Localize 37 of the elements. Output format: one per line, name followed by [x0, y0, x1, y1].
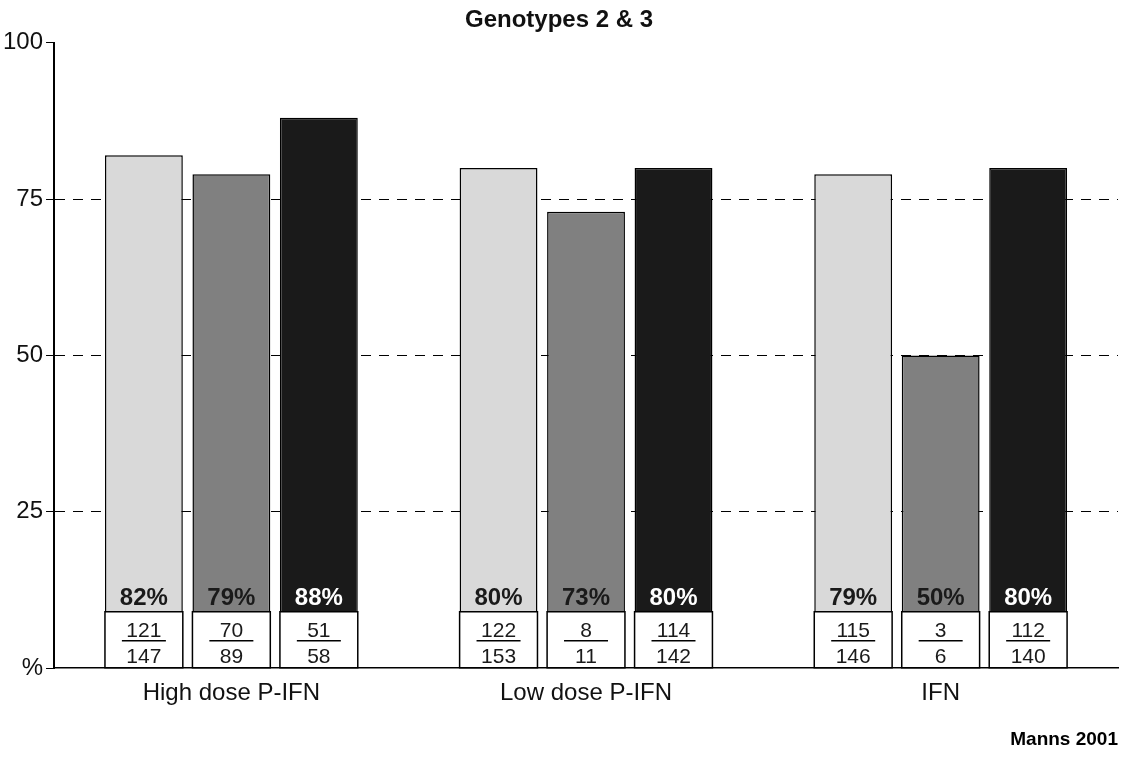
- annotation: 89: [219, 643, 244, 667]
- data-label: 82%: [119, 582, 168, 610]
- x-tick-label: IFN: [921, 678, 961, 706]
- annotation: 114: [656, 617, 691, 641]
- annotation: 147: [126, 643, 162, 667]
- data-label: 80%: [649, 582, 698, 610]
- y-tick-label: 75: [16, 183, 44, 211]
- y-tick-label: 50: [16, 340, 44, 368]
- y-tick-label: 100: [3, 27, 44, 55]
- annotation: 153: [481, 643, 517, 667]
- chart-title: Genotypes 2 & 3: [464, 5, 654, 33]
- annotation: 115: [836, 617, 870, 641]
- data-label: 80%: [474, 582, 523, 610]
- annotation: 8: [580, 617, 592, 641]
- annotation: 140: [1010, 643, 1046, 667]
- y-tick-label: %: [21, 652, 44, 680]
- data-label: 80%: [1004, 582, 1053, 610]
- data-label: 50%: [916, 582, 965, 610]
- annotation: 70: [219, 617, 244, 641]
- annotation: 121: [126, 617, 162, 641]
- x-tick-label: High dose P-IFN: [142, 678, 321, 706]
- annotation: 112: [1011, 617, 1045, 641]
- annotation: 3: [934, 617, 947, 641]
- annotation: 51: [307, 617, 331, 641]
- data-label: 88%: [294, 582, 343, 610]
- x-tick-label: Low dose P-IFN: [499, 678, 673, 706]
- y-tick-label: 25: [16, 496, 44, 524]
- annotation: 6: [934, 643, 947, 667]
- annotation: 122: [481, 617, 517, 641]
- annotation: 11: [575, 643, 597, 667]
- annotation: 58: [307, 643, 331, 667]
- data-label: 79%: [207, 582, 256, 610]
- text: Manns 2001: [1010, 728, 1119, 749]
- data-label: 79%: [829, 582, 878, 610]
- data-label: 73%: [562, 582, 611, 610]
- annotation: 146: [835, 643, 871, 667]
- annotation: 142: [655, 643, 692, 667]
